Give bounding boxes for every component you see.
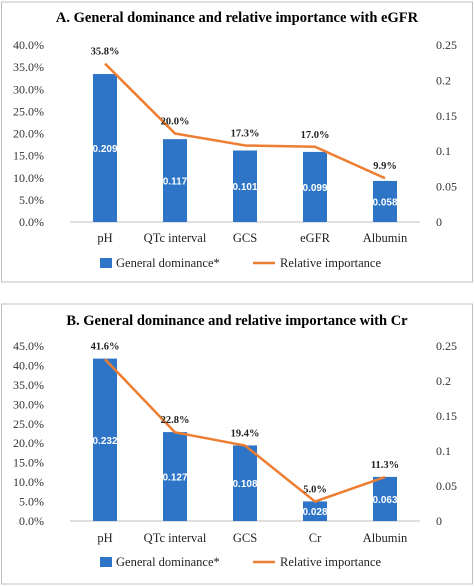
line-value-label: 41.6% [91, 342, 120, 353]
left-axis-tick-label: 45.0% [13, 339, 44, 353]
bar-value-label: 0.117 [163, 177, 188, 188]
bar-value-label: 0.058 [372, 197, 397, 208]
category-label: Cr [309, 531, 322, 545]
left-axis-tick-label: 15.0% [13, 149, 44, 163]
right-axis-tick-label: 0 [436, 514, 442, 528]
line-value-label: 5.0% [303, 484, 327, 495]
chart-title: A. General dominance and relative import… [56, 10, 419, 26]
category-label: Albumin [363, 231, 408, 245]
category-label: QTc interval [144, 231, 207, 245]
left-axis-tick-label: 35.0% [13, 378, 44, 392]
left-axis-tick-label: 30.0% [13, 397, 44, 411]
left-axis-tick-label: 25.0% [13, 417, 44, 431]
left-axis-tick-label: 5.0% [19, 193, 44, 207]
left-axis-tick-label: 20.0% [13, 436, 44, 450]
bar [233, 150, 257, 222]
right-axis-tick-label: 0.2 [436, 374, 451, 388]
bar-value-label: 0.232 [92, 436, 117, 447]
legend-label-bar: General dominance* [116, 555, 220, 569]
left-axis-tick-label: 5.0% [19, 495, 44, 509]
left-axis-tick-label: 0.0% [19, 215, 44, 229]
left-axis-tick-label: 15.0% [13, 456, 44, 470]
bar [163, 139, 187, 222]
legend: General dominance* Relative importance [100, 555, 381, 569]
right-axis-tick-label: 0.1 [436, 444, 451, 458]
bar-value-label: 0.063 [372, 495, 397, 506]
right-axis-tick-label: 0.2 [436, 73, 451, 87]
line-value-label: 22.8% [161, 415, 190, 426]
left-axis-tick-label: 20.0% [13, 127, 44, 141]
bar [163, 432, 187, 521]
bar [233, 445, 257, 521]
left-axis-tick-label: 25.0% [13, 104, 44, 118]
bar [303, 501, 327, 521]
left-axis-tick-label: 40.0% [13, 358, 44, 372]
category-label: Albumin [363, 531, 408, 545]
left-axis-tick-label: 0.0% [19, 514, 44, 528]
line-value-label: 9.9% [373, 161, 397, 172]
right-axis-tick-label: 0.15 [436, 109, 457, 123]
right-axis-tick-label: 0.25 [436, 38, 457, 52]
chart-frame [1, 1, 473, 283]
left-axis-tick-label: 30.0% [13, 82, 44, 96]
chart-panel-2: B. General dominance and relative import… [1, 303, 473, 585]
line-value-label: 35.8% [91, 47, 120, 58]
category-label: pH [97, 231, 112, 245]
legend-swatch-bar [100, 557, 112, 567]
category-label: QTc interval [144, 531, 207, 545]
left-axis-tick-label: 10.0% [13, 475, 44, 489]
left-axis-tick-label: 10.0% [13, 171, 44, 185]
legend-label-bar: General dominance* [116, 256, 220, 270]
category-label: eGFR [300, 231, 331, 245]
right-axis-tick-label: 0.25 [436, 339, 457, 353]
legend-label-line: Relative importance [280, 555, 381, 569]
bar [93, 74, 117, 222]
left-axis-tick-label: 35.0% [13, 60, 44, 74]
legend: General dominance* Relative importance [100, 256, 381, 270]
line-value-label: 19.4% [231, 428, 260, 439]
bar-value-label: 0.108 [232, 479, 257, 490]
right-axis-tick-label: 0.05 [436, 479, 457, 493]
bar [93, 358, 117, 521]
bar [303, 151, 327, 222]
right-axis-tick-label: 0.15 [436, 409, 457, 423]
bar-value-label: 0.127 [162, 473, 187, 484]
right-axis-tick-label: 0.1 [436, 144, 451, 158]
category-label: GCS [233, 231, 257, 245]
line-value-label: 17.3% [231, 128, 260, 139]
right-axis-tick-label: 0 [436, 215, 442, 229]
bar-value-label: 0.028 [302, 507, 327, 518]
bar-value-label: 0.099 [302, 183, 327, 194]
legend-swatch-bar [100, 258, 112, 268]
category-label: GCS [233, 531, 257, 545]
category-label: pH [97, 531, 112, 545]
bar [373, 476, 397, 521]
line-value-label: 20.0% [161, 117, 190, 128]
legend-label-line: Relative importance [280, 256, 381, 270]
line-value-label: 11.3% [371, 460, 399, 471]
chart-title: B. General dominance and relative import… [66, 313, 408, 329]
left-axis-tick-label: 40.0% [13, 38, 44, 52]
line-value-label: 17.0% [301, 130, 330, 141]
chart-panel-1: A. General dominance and relative import… [1, 1, 473, 283]
right-axis-tick-label: 0.05 [436, 180, 457, 194]
bar-value-label: 0.101 [232, 182, 257, 193]
bar-value-label: 0.209 [92, 144, 117, 155]
bar [373, 180, 397, 222]
